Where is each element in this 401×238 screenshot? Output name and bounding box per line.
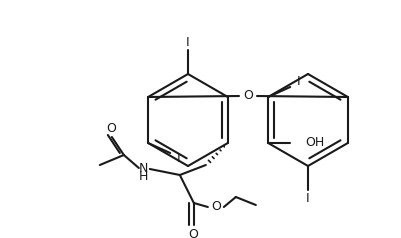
- Text: I: I: [186, 35, 189, 49]
- Text: H: H: [139, 169, 148, 183]
- Text: I: I: [306, 192, 309, 204]
- Text: O: O: [187, 228, 197, 238]
- Text: OH: OH: [304, 137, 324, 149]
- Text: I: I: [176, 152, 180, 164]
- Text: O: O: [211, 200, 220, 213]
- Text: I: I: [296, 74, 299, 88]
- Text: N: N: [139, 162, 148, 174]
- Text: O: O: [243, 89, 252, 101]
- Text: O: O: [105, 122, 115, 134]
